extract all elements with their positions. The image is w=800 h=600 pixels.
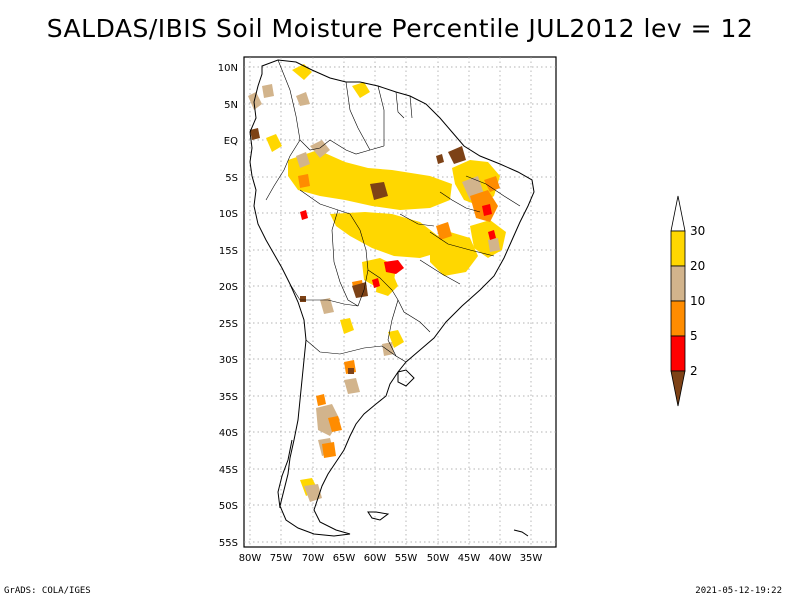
colorbar-segment-20-30: [670, 230, 686, 267]
lon-tick-label: 35W: [520, 553, 543, 564]
country-borders: [265, 59, 521, 363]
colorbar-label: 10: [690, 294, 705, 308]
colorbar-segment-5-10: [670, 300, 686, 337]
footer-credit: GrADS: COLA/IGES: [4, 586, 91, 596]
colorbar-segment-2-5: [670, 335, 686, 372]
colorbar-segment-10-20: [670, 265, 686, 302]
lat-tick-label: 45S: [219, 465, 238, 476]
shade-20-30: [266, 64, 506, 496]
lon-tick-label: 60W: [364, 553, 387, 564]
lat-tick-label: EQ: [224, 136, 238, 147]
lat-tick-label: 25S: [219, 319, 238, 330]
lon-tick-label: 50W: [427, 553, 450, 564]
colorbar-label: 20: [690, 259, 705, 273]
colorbar-label: 2: [690, 364, 698, 378]
lat-tick-label: 50S: [219, 501, 238, 512]
shade-10-20: [248, 84, 500, 502]
shade-2-5: [300, 204, 496, 288]
lon-tick-label: 45W: [458, 553, 481, 564]
lat-tick-label: 5N: [224, 100, 238, 111]
lat-tick-label: 10N: [218, 63, 238, 74]
shade-below-2: [250, 128, 466, 374]
lat-tick-label: 10S: [219, 209, 238, 220]
colorbar-segment-below-2: [670, 370, 686, 407]
latitude-labels: 10N 5N EQ 5S 10S 15S 20S 25S 30S 35S 40S…: [218, 63, 238, 549]
lat-tick-label: 5S: [225, 173, 238, 184]
colorbar-label: 5: [690, 329, 698, 343]
plot-frame: [243, 56, 557, 548]
lon-tick-label: 65W: [333, 553, 356, 564]
colorbar-labels: 2 5 10 20 30: [690, 224, 705, 378]
soil-moisture-field: [248, 64, 506, 502]
colorbar: [670, 195, 686, 407]
longitude-labels: 80W 75W 70W 65W 60W 55W 50W 45W 40W 35W: [239, 553, 543, 564]
lat-tick-label: 35S: [219, 392, 238, 403]
lon-tick-label: 55W: [395, 553, 418, 564]
lat-tick-label: 30S: [219, 355, 238, 366]
map-title: SALDAS/IBIS Soil Moisture Percentile JUL…: [46, 14, 754, 43]
lat-tick-label: 40S: [219, 428, 238, 439]
gridlines: [244, 57, 556, 547]
lon-tick-label: 40W: [489, 553, 512, 564]
lat-tick-label: 20S: [219, 282, 238, 293]
lat-tick-label: 15S: [219, 246, 238, 257]
lon-tick-label: 70W: [302, 553, 325, 564]
lat-tick-label: 55S: [219, 538, 238, 549]
footer-timestamp: 2021-05-12-19:22: [695, 586, 782, 596]
lon-tick-label: 75W: [270, 553, 293, 564]
lon-tick-label: 80W: [239, 553, 262, 564]
colorbar-segment-above-30: [670, 195, 686, 232]
coastline-outline: [249, 59, 535, 537]
colorbar-label: 30: [690, 224, 705, 238]
